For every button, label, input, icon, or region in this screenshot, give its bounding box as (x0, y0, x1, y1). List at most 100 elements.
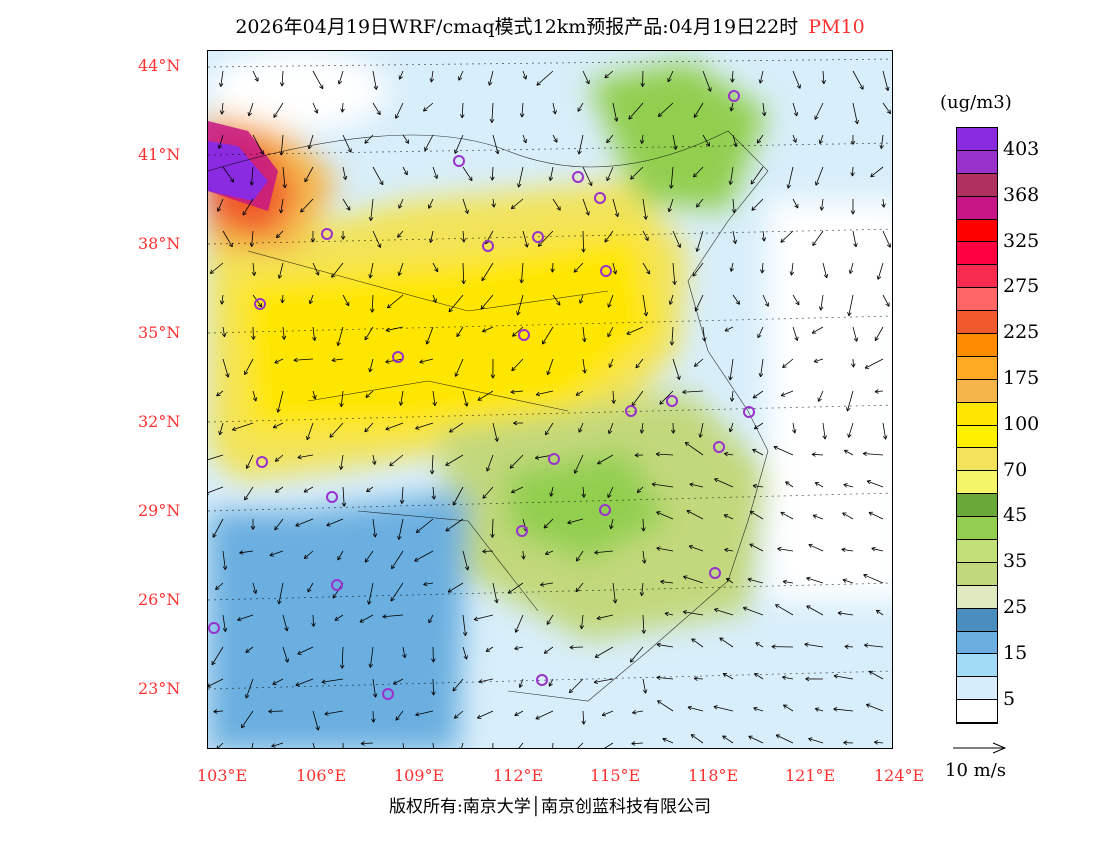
wind-arrow-head (728, 376, 731, 381)
wind-arrow (416, 518, 434, 533)
wind-arrow-head (341, 108, 345, 113)
wind-arrow-head (213, 711, 218, 714)
wind-arrow (221, 294, 224, 305)
wind-arrow (762, 294, 769, 307)
wind-arrow (331, 358, 344, 361)
wind-arrow (462, 166, 473, 181)
wind-arrow-head (606, 138, 608, 143)
colorbar-label: 175 (1003, 366, 1040, 389)
wind-arrow (651, 483, 674, 488)
wind-arrow-head (805, 678, 810, 682)
wind-arrow-head (651, 483, 656, 487)
wind-arrow-head (430, 239, 434, 243)
wind-arrow (868, 670, 884, 680)
wind-arrow-head (752, 483, 757, 487)
wind-arrow (815, 482, 824, 488)
lon-label: 118°E (688, 766, 739, 785)
wind-arrow-head (521, 279, 524, 284)
colorbar-label: 225 (1003, 321, 1040, 344)
wind-arrow-head (497, 149, 500, 155)
wind-arrow-head (467, 566, 470, 571)
wind-arrow (612, 390, 615, 404)
wind-arrow-head (250, 525, 254, 530)
wind-arrow-head (874, 389, 879, 393)
wind-arrow (385, 422, 404, 430)
wind-arrow-head (870, 172, 873, 177)
wind-arrow (217, 742, 224, 748)
wind-arrow (656, 644, 674, 648)
wind-arrow (369, 262, 374, 279)
wind-arrow-head (555, 110, 557, 115)
wind-arrow-head (423, 581, 427, 585)
wind-arrow (518, 742, 524, 748)
colorbar-label: 70 (1003, 458, 1028, 481)
lat-label: 44°N (138, 56, 181, 75)
colorbar-label: 25 (1003, 595, 1028, 618)
wind-arrow-head (641, 429, 645, 434)
lon-label: 106°E (296, 766, 347, 785)
wind-arrow-head (481, 278, 486, 282)
wind-arrow-head (874, 338, 879, 341)
wind-arrow-head (552, 268, 555, 273)
wind-arrow-head (692, 272, 694, 277)
wind-arrow-head (385, 359, 389, 363)
wind-arrow-head (489, 118, 493, 123)
wind-arrow-head (612, 270, 616, 275)
wind-arrow (582, 358, 586, 374)
wind-arrow-head (724, 453, 728, 457)
wind-arrow-head (368, 663, 371, 668)
wind-arrow (582, 326, 586, 342)
wind-arrow-head (340, 403, 344, 408)
colorbar-swatch (957, 585, 997, 609)
wind-arrow (817, 390, 824, 402)
wind-arrow-head (429, 470, 433, 475)
wind-arrow-head (656, 642, 661, 645)
wind-arrow (659, 390, 674, 405)
wind-arrow (660, 581, 674, 584)
wind-arrow-head (397, 233, 399, 238)
wind-arrow-head (385, 330, 390, 333)
wind-arrow-head (511, 369, 516, 372)
wind-arrow (507, 582, 524, 594)
wind-arrow-head (310, 238, 314, 243)
wind-arrow-head (612, 599, 616, 604)
colorbar-swatch (957, 128, 997, 151)
wind-arrow (251, 166, 254, 186)
wind-arrow-head (398, 205, 403, 209)
wind-arrow-head (573, 270, 579, 273)
wind-arrow (492, 742, 494, 748)
wind-arrow-head (636, 488, 639, 493)
wind-arrow (303, 486, 314, 493)
wind-arrow-head (278, 600, 282, 605)
wind-arrow-head (365, 393, 368, 398)
wind-arrow-head (314, 336, 317, 341)
wind-arrow-head (518, 183, 522, 188)
wind-arrow-head (245, 651, 250, 653)
wind-arrow-head (758, 373, 761, 378)
wind-arrow (575, 390, 584, 396)
wind-arrow (546, 614, 554, 625)
wind-arrow-head (579, 625, 582, 630)
wind-arrow-head (842, 578, 847, 581)
wind-arrow-head (659, 400, 662, 405)
wind-arrow-head (221, 333, 225, 338)
wind-arrow (331, 262, 344, 278)
wind-arrow-head (795, 302, 800, 306)
wind-arrow (510, 390, 524, 393)
wind-arrow (642, 614, 645, 634)
wind-arrow-head (360, 743, 365, 746)
wind-arrow-head (385, 426, 389, 430)
wind-arrow-head (398, 272, 402, 276)
wind-arrow-head (874, 740, 879, 743)
wind-arrow (398, 198, 404, 209)
wind-arrow (642, 678, 647, 694)
colorbar-unit: (ug/m3) (940, 92, 1012, 113)
wind-arrow (461, 102, 464, 118)
wind-arrow-head (364, 427, 367, 433)
wind-arrow-head (370, 664, 374, 668)
wind-arrow-head (321, 679, 326, 683)
wind-arrow (244, 358, 254, 375)
wind-arrow-head (634, 454, 639, 458)
wind-arrow-head (833, 675, 838, 679)
wind-arrow-head (868, 671, 872, 675)
